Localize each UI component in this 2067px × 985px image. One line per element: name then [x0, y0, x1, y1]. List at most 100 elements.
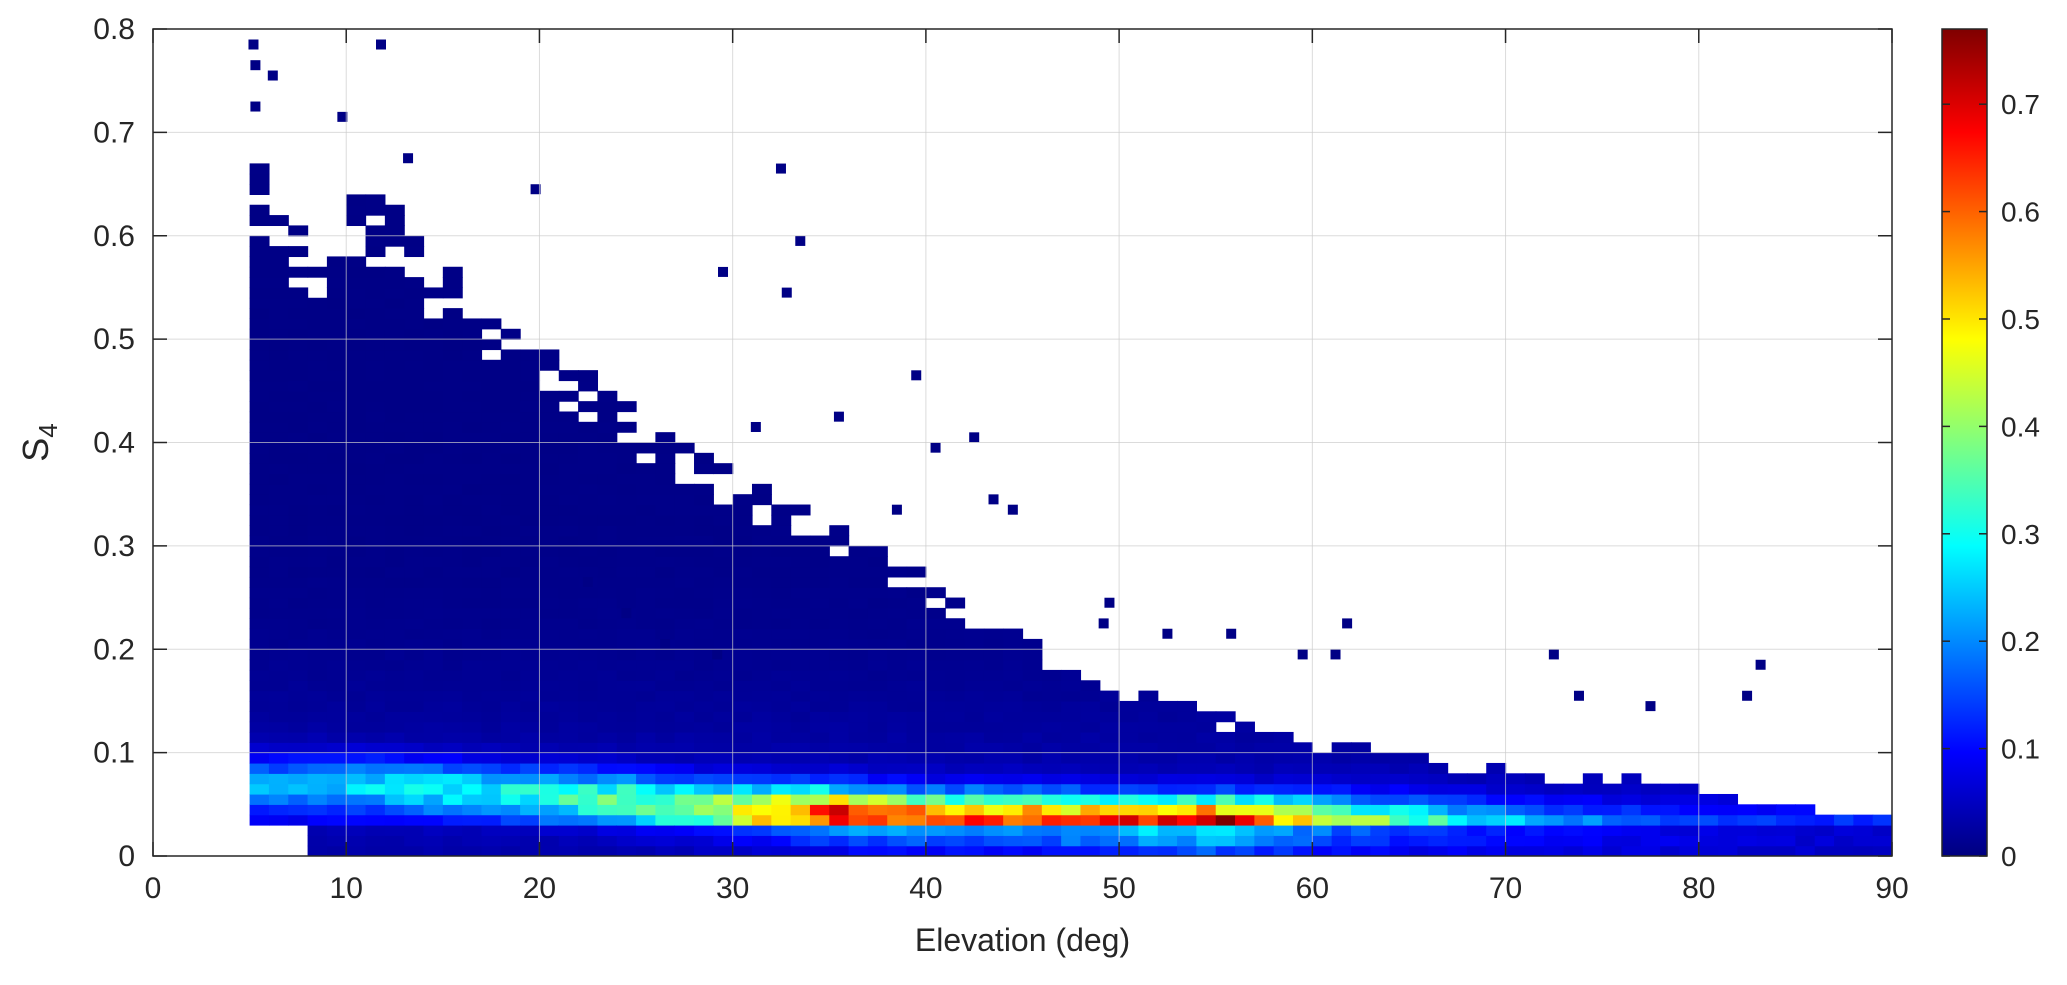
heatmap-cell: [1466, 773, 1487, 785]
heatmap-cell: [249, 514, 270, 526]
heatmap-cell: [809, 721, 830, 733]
heatmap-cell: [578, 587, 599, 599]
heatmap-cell: [481, 587, 502, 599]
heatmap-cell: [848, 835, 869, 847]
heatmap-cell: [655, 742, 676, 754]
heatmap-cell: [1621, 835, 1642, 847]
heatmap-cell: [346, 390, 367, 402]
heatmap-cell: [790, 576, 811, 588]
heatmap-cell: [288, 793, 309, 805]
heatmap-cell: [442, 576, 463, 588]
heatmap-cell: [1022, 659, 1043, 671]
heatmap-cell: [249, 711, 270, 723]
heatmap-cell: [674, 773, 695, 785]
heatmap-cell: [829, 762, 850, 774]
heatmap-cell: [694, 649, 714, 661]
heatmap-cell: [442, 349, 463, 361]
heatmap-cell: [326, 669, 347, 681]
heatmap-cell: [481, 804, 502, 816]
heatmap-cell: [732, 638, 753, 650]
heatmap-cell: [288, 711, 309, 723]
heatmap-cell: [1138, 783, 1159, 795]
heatmap-cell: [771, 576, 792, 588]
heatmap-cell: [829, 525, 850, 537]
heatmap-cell: [1099, 700, 1120, 712]
heatmap-cell: [1582, 793, 1603, 805]
heatmap-cell: [732, 721, 753, 733]
heatmap-cell: [539, 421, 560, 433]
heatmap-cell: [288, 473, 309, 485]
heatmap-cell: [307, 349, 328, 361]
heatmap-cell: [481, 680, 502, 692]
heatmap-cell: [1563, 793, 1584, 805]
heatmap-cell: [442, 845, 463, 856]
heatmap-cell: [1273, 783, 1294, 795]
heatmap-cell: [307, 545, 328, 557]
heatmap-cell: [790, 752, 811, 764]
heatmap-cell: [288, 721, 309, 733]
heatmap-cell: [365, 824, 386, 836]
heatmap-cell: [1061, 690, 1082, 702]
heatmap-cell: [829, 566, 850, 578]
heatmap-outlier-cell: [1330, 649, 1341, 660]
heatmap-cell: [1138, 700, 1159, 712]
heatmap-cell: [539, 628, 560, 640]
heatmap-cell: [365, 246, 386, 258]
heatmap-cell: [1235, 752, 1255, 764]
heatmap-cell: [578, 783, 599, 795]
heatmap-cell: [1563, 804, 1584, 816]
heatmap-cell: [906, 783, 927, 795]
heatmap-cell: [500, 597, 521, 609]
heatmap-cell: [1061, 669, 1082, 681]
heatmap-cell: [616, 473, 637, 485]
heatmap-cell: [1486, 804, 1507, 816]
heatmap-cell: [1041, 814, 1062, 826]
heatmap-cell: [442, 804, 463, 816]
heatmap-cell: [346, 659, 367, 671]
heatmap-cell: [1350, 793, 1371, 805]
heatmap-cell: [520, 587, 541, 599]
heatmap-cell: [462, 370, 483, 382]
heatmap-cell: [539, 442, 560, 454]
heatmap-cell: [867, 566, 888, 578]
heatmap-cell: [249, 504, 270, 516]
heatmap-cell: [1312, 793, 1333, 805]
heatmap-cell: [1660, 793, 1681, 805]
heatmap-cell: [1737, 845, 1758, 856]
heatmap-cell: [249, 215, 270, 227]
heatmap-cell: [249, 773, 270, 785]
heatmap-cell: [636, 628, 656, 640]
heatmap-cell: [268, 390, 289, 402]
y-tick-label: 0.2: [93, 633, 135, 666]
heatmap-cell: [694, 566, 714, 578]
heatmap-cell: [558, 370, 579, 382]
heatmap-cell: [636, 525, 656, 537]
heatmap-cell: [906, 680, 927, 692]
heatmap-cell: [906, 607, 927, 619]
heatmap-cell: [1215, 793, 1236, 805]
heatmap-cell: [655, 566, 676, 578]
heatmap-cell: [1177, 793, 1197, 805]
heatmap-cell: [1602, 804, 1623, 816]
heatmap-cell: [655, 752, 676, 764]
heatmap-cell: [1119, 762, 1140, 774]
heatmap-cell: [346, 432, 367, 444]
heatmap-cell: [751, 607, 772, 619]
heatmap-cell: [558, 700, 579, 712]
heatmap-cell: [500, 328, 521, 340]
heatmap-cell: [829, 700, 850, 712]
heatmap-cell: [809, 649, 830, 661]
heatmap-cell: [732, 649, 753, 661]
heatmap-cell: [1563, 824, 1584, 836]
heatmap-cell: [829, 669, 850, 681]
heatmap-cell: [848, 638, 869, 650]
heatmap-cell: [636, 566, 656, 578]
heatmap-cell: [462, 814, 483, 826]
heatmap-cell: [1293, 752, 1313, 764]
heatmap-cell: [365, 752, 386, 764]
heatmap-cell: [404, 349, 425, 361]
heatmap-outlier-cell: [403, 153, 414, 164]
heatmap-cell: [249, 783, 270, 795]
heatmap-cell: [520, 804, 541, 816]
heatmap-outlier-cell: [930, 442, 941, 453]
